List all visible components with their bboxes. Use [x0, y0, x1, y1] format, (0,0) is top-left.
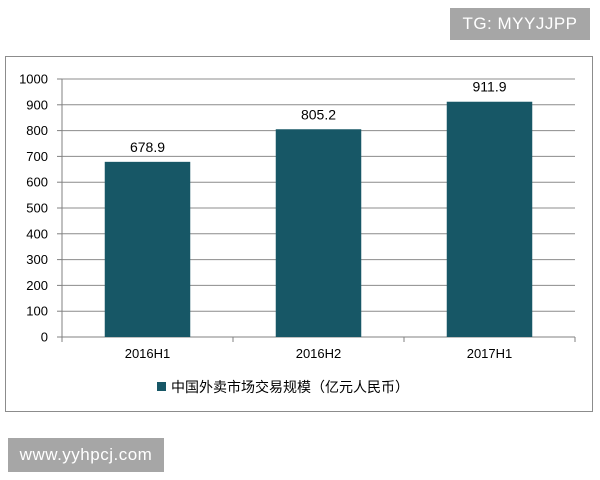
y-tick-label: 700 — [26, 149, 48, 164]
x-tick-label: 2016H2 — [296, 346, 342, 361]
bars — [104, 101, 533, 337]
y-tick-label: 0 — [41, 330, 48, 345]
x-tick-label: 2016H1 — [125, 346, 171, 361]
legend-swatch — [157, 382, 166, 391]
bar-2016H2 — [275, 129, 362, 337]
x-axis-tick-labels: 2016H1 2016H2 2017H1 — [125, 346, 513, 361]
bar-2016H1 — [104, 161, 191, 337]
x-tick-label: 2017H1 — [467, 346, 513, 361]
legend: 中国外卖市场交易规模（亿元人民币） — [157, 379, 409, 396]
data-label-2017H1: 911.9 — [473, 79, 507, 95]
watermark-badge-bottom: www.yyhpcj.com — [8, 438, 164, 472]
y-tick-label: 400 — [26, 226, 48, 241]
y-tick-label: 800 — [26, 123, 48, 138]
legend-label: 中国外卖市场交易规模（亿元人民币） — [171, 379, 409, 396]
y-tick-label: 1000 — [19, 72, 48, 87]
data-label-2016H2: 805.2 — [301, 106, 336, 122]
bar-2017H1 — [446, 101, 533, 337]
y-tick-label: 600 — [26, 175, 48, 190]
y-tick-label: 200 — [26, 278, 48, 293]
data-labels: 678.9 805.2 911.9 — [130, 79, 507, 155]
y-tick-label: 900 — [26, 97, 48, 112]
y-tick-label: 500 — [26, 201, 48, 216]
y-tick-label: 300 — [26, 252, 48, 267]
y-tick-label: 100 — [26, 304, 48, 319]
data-label-2016H1: 678.9 — [130, 139, 165, 155]
watermark-badge-top: TG: MYYJJPP — [450, 8, 590, 40]
y-axis-tick-labels: 0 100 200 300 400 500 600 700 800 900 1000 — [19, 72, 48, 345]
